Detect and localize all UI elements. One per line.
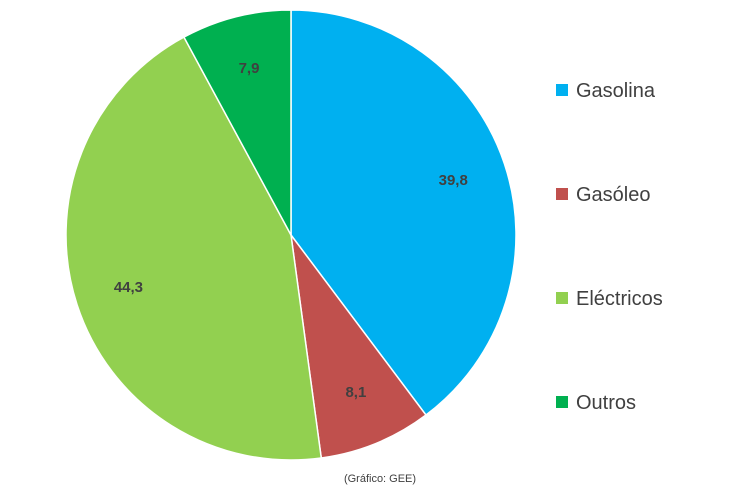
- data-label-gasolina: 39,8: [439, 172, 468, 189]
- data-label-gasóleo: 8,1: [345, 384, 366, 401]
- legend-label: Gasóleo: [576, 184, 651, 206]
- data-label-eléctricos: 44,3: [114, 279, 143, 296]
- source-note: (Gráfico: GEE): [344, 473, 416, 485]
- legend-item-gasolina: Gasolina: [556, 80, 656, 102]
- legend-swatch: [556, 396, 568, 408]
- pie-slice-eléctricos: [65, 36, 323, 461]
- legend-item-gasóleo: Gasóleo: [556, 184, 651, 206]
- data-label-outros: 7,9: [239, 60, 260, 77]
- legend-swatch: [556, 84, 568, 96]
- pie-data-labels: 39,8 8,1 44,3 7,9: [114, 60, 468, 401]
- legend-swatch: [556, 188, 568, 200]
- pie-slices: [65, 9, 517, 461]
- legend-label: Gasolina: [576, 80, 656, 102]
- legend-swatch: [556, 292, 568, 304]
- legend-label: Outros: [576, 392, 636, 414]
- legend: Gasolina Gasóleo Eléctricos Outros: [556, 80, 663, 414]
- legend-item-eléctricos: Eléctricos: [556, 288, 663, 310]
- pie-slice-gasolina: [290, 9, 517, 417]
- pie-slice-gasóleo: [289, 232, 428, 459]
- legend-item-outros: Outros: [556, 392, 636, 414]
- legend-label: Eléctricos: [576, 288, 663, 310]
- pie-slice-outros: [182, 9, 292, 236]
